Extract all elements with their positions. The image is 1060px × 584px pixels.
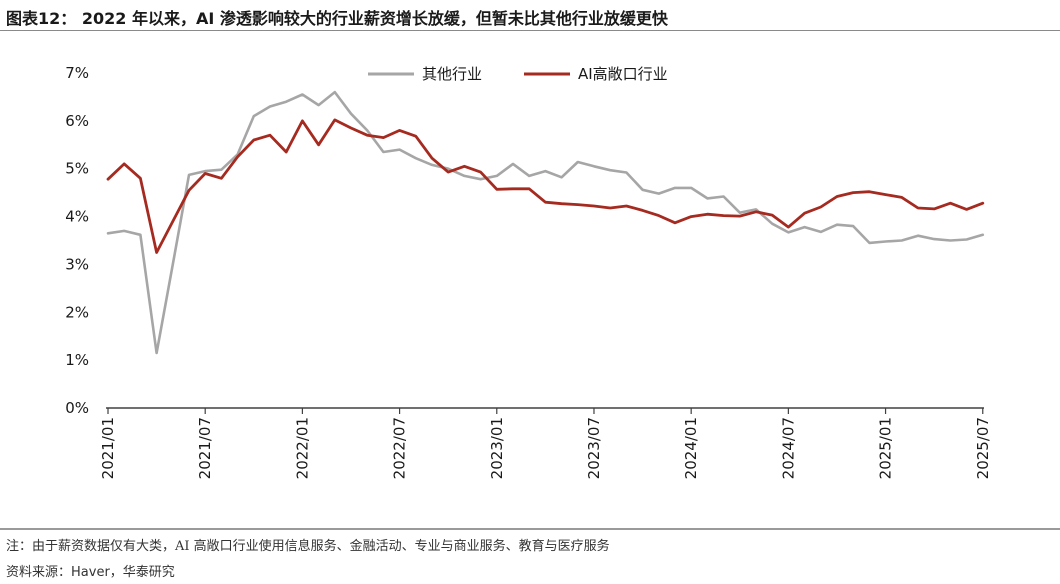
chart-title: 图表12： 2022 年以来，AI 渗透影响较大的行业薪资增长放缓，但暂未比其他… — [6, 9, 668, 28]
source-value: Haver，华泰研究 — [71, 565, 175, 580]
y-tick-label: 0% — [65, 399, 89, 417]
series-line-other — [106, 90, 985, 355]
source-label: 资料来源： — [6, 565, 72, 580]
x-tick-label: 2024/07 — [779, 417, 797, 479]
line-chart: 0% 1% 2% 3% 4% 5% 6% 7% 2021/01 2021/07 2022/01 20… — [65, 64, 992, 479]
bottom-divider — [0, 528, 1060, 530]
x-tick-label: 2021/07 — [196, 417, 214, 479]
x-tick-label: 2021/01 — [99, 417, 117, 479]
y-tick-label: 3% — [65, 255, 89, 273]
footnote: 注：由于薪资数据仅有大类，AI 高敞口行业使用信息服务、金融活动、专业与商业服务… — [6, 539, 610, 554]
legend-label: AI高敞口行业 — [578, 65, 668, 83]
y-tick-label: 5% — [65, 160, 89, 178]
y-tick-label: 6% — [65, 112, 89, 130]
y-tick-label: 1% — [65, 351, 89, 369]
y-tick-label: 4% — [65, 208, 89, 226]
x-tick-label: 2023/07 — [585, 417, 603, 479]
x-tick-label: 2024/01 — [682, 417, 700, 479]
x-tick-label: 2022/07 — [391, 417, 409, 479]
source-line: 资料来源：Haver，华泰研究 — [6, 561, 175, 580]
legend-label: 其他行业 — [422, 65, 482, 83]
y-tick-label: 2% — [65, 303, 89, 321]
x-tick-label: 2023/01 — [488, 417, 506, 479]
title-bar: 图表12： 2022 年以来，AI 渗透影响较大的行业薪资增长放缓，但暂未比其他… — [0, 0, 1060, 30]
y-tick-label: 7% — [65, 64, 89, 82]
x-tick-label: 2022/01 — [293, 417, 311, 479]
series-line-ai — [106, 118, 985, 254]
top-divider — [0, 30, 1060, 31]
x-tick-label: 2025/01 — [877, 417, 895, 479]
x-tick-label: 2025/07 — [974, 417, 992, 479]
